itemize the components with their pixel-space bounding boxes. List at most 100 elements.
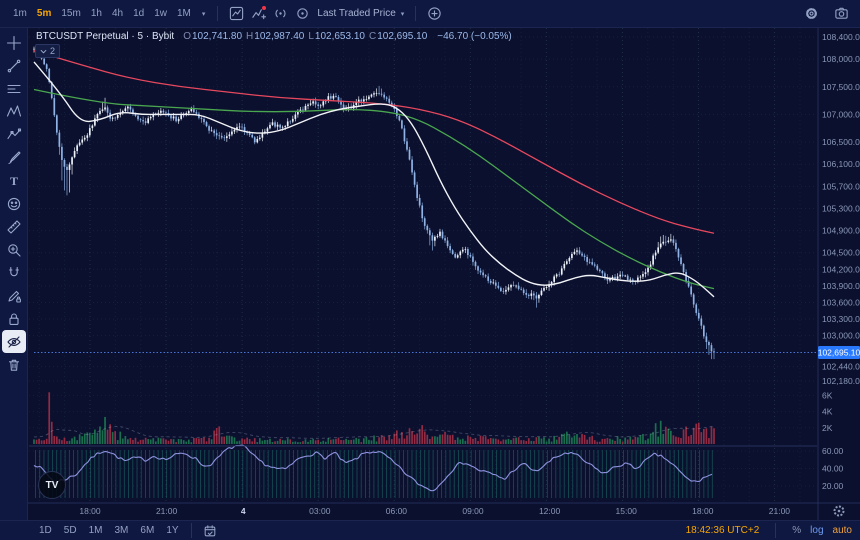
log-scale-toggle[interactable]: log [810, 525, 824, 536]
rsi-tick-label: 40.00 [822, 464, 844, 474]
timeframe-1h[interactable]: 1h [86, 6, 107, 21]
time-tick-label: 12:00 [539, 506, 561, 516]
timeframe-1m[interactable]: 1m [8, 6, 32, 21]
timeframe-group: 1m 5m 15m 1h 4h 1d 1w 1M [8, 6, 196, 21]
zoom-in-icon[interactable] [2, 238, 26, 261]
price-tick-label: 103,900.00 [822, 281, 860, 291]
time-axis[interactable] [28, 503, 859, 520]
collapsed-indicators-count: 2 [50, 46, 56, 56]
range-1M[interactable]: 1M [84, 524, 108, 537]
time-tick-label: 4 [241, 506, 246, 516]
ma-red-line [33, 50, 715, 234]
chevron-down-icon: ▾ [400, 10, 405, 18]
collapsed-indicators-chip[interactable]: 2 [35, 44, 61, 58]
price-source-dropdown[interactable]: Last Traded Price ▾ [313, 6, 408, 21]
toolbar-divider [775, 523, 777, 538]
timeframe-1d[interactable]: 1d [128, 6, 149, 21]
chart-style-icon[interactable] [226, 4, 246, 24]
timeframe-15m[interactable]: 15m [56, 6, 85, 21]
measure-icon[interactable] [2, 215, 26, 238]
drawing-pencil-lock-icon[interactable] [2, 284, 26, 307]
screenshot-camera-icon[interactable] [831, 4, 851, 24]
bottom-toolbar: 1D 5D 1M 3M 6M 1Y 18:42:36 UTC+2 % log auto [0, 520, 860, 540]
price-axis[interactable] [817, 28, 860, 503]
goto-date-calendar-icon[interactable] [200, 521, 220, 540]
crosshair-icon[interactable] [2, 31, 26, 54]
price-tick-label: 105,300.00 [822, 203, 860, 213]
time-axis-labels: 18:00 21:00 4 03:00 06:00 09:00 12:00 15:00 18:0… [79, 506, 790, 516]
toolbar-divider [415, 6, 417, 21]
notification-dot [262, 5, 267, 10]
symbol-title: BTCUSDT Perpetual · 5 · Bybit [36, 31, 175, 42]
drawing-toolbar: T [0, 28, 28, 520]
rsi-line [33, 444, 713, 492]
symbol-info-bar[interactable]: BTCUSDT Perpetual · 5 · Bybit O102,741.8… [36, 31, 512, 42]
projection-icon[interactable] [2, 123, 26, 146]
indicators-icon[interactable] [248, 4, 268, 24]
magnet-icon[interactable] [2, 261, 26, 284]
ohlc-label: L [308, 31, 314, 42]
range-5D[interactable]: 5D [59, 524, 82, 537]
volume-bars [33, 392, 715, 444]
price-source-label: Last Traded Price [317, 8, 396, 19]
price-tick-label: 104,200.00 [822, 264, 860, 274]
ohlc-label: H [246, 31, 254, 42]
range-6M[interactable]: 6M [135, 524, 159, 537]
auto-scale-toggle[interactable]: auto [832, 525, 852, 536]
axis-settings-gear-icon[interactable] [833, 505, 845, 517]
candles [33, 46, 715, 360]
time-tick-label: 21:00 [156, 506, 178, 516]
timeframe-1M[interactable]: 1M [172, 6, 196, 21]
price-tick-label: 108,400.00 [822, 32, 860, 42]
price-axis-labels: 108,400.00 108,000.00 107,500.00 107,000.00… [822, 32, 860, 491]
brush-icon[interactable] [2, 146, 26, 169]
rsi-comb [35, 450, 713, 498]
percent-scale-toggle[interactable]: % [792, 525, 802, 536]
time-tick-label: 15:00 [616, 506, 638, 516]
clock[interactable]: 18:42:36 UTC+2 [685, 525, 760, 536]
alerts-icon[interactable] [270, 4, 290, 24]
text-icon[interactable]: T [2, 169, 26, 192]
price-tick-label: 104,500.00 [822, 248, 860, 258]
last-price-label: 102,695.10 [818, 348, 860, 358]
scale-controls: 18:42:36 UTC+2 % log auto [686, 523, 852, 538]
range-3M[interactable]: 3M [110, 524, 134, 537]
ma-green-line [33, 88, 715, 290]
price-tick-label: 103,600.00 [822, 297, 860, 307]
svg-text:T: T [9, 174, 17, 188]
ma-white-line [33, 61, 715, 298]
emoji-icon[interactable] [2, 192, 26, 215]
date-range-group: 1D 5D 1M 3M 6M 1Y [34, 524, 184, 537]
price-tick-label: 103,000.00 [822, 331, 860, 341]
range-1Y[interactable]: 1Y [161, 524, 183, 537]
rsi-tick-label: 60.00 [822, 446, 844, 456]
trend-line-icon[interactable] [2, 54, 26, 77]
timeframe-4h[interactable]: 4h [107, 6, 128, 21]
compare-add-icon[interactable] [424, 4, 444, 24]
price-tick-label: 103,300.00 [822, 314, 860, 324]
range-1D[interactable]: 1D [34, 524, 57, 537]
hide-drawings-icon[interactable] [1, 330, 26, 353]
price-change: −46.70 (−0.05%) [437, 31, 512, 42]
remove-drawings-icon[interactable] [2, 353, 26, 376]
lock-all-icon[interactable] [2, 307, 26, 330]
ohlc-value: 102,695.10 [377, 31, 428, 42]
tradingview-logo[interactable]: TV [38, 471, 66, 499]
interval-dropdown-caret-icon[interactable]: ▾ [196, 6, 211, 21]
price-target-icon[interactable] [292, 4, 312, 24]
horizontal-lines-icon[interactable] [2, 77, 26, 100]
price-tick-label: 105,700.00 [822, 181, 860, 191]
settings-gear-icon[interactable] [801, 4, 821, 24]
toolbar-divider [190, 523, 192, 538]
timeframe-5m[interactable]: 5m [32, 6, 56, 21]
ohlc-value: 102,741.80 [191, 31, 243, 42]
xabcd-pattern-icon[interactable] [2, 100, 26, 123]
timeframe-1w[interactable]: 1w [149, 6, 172, 21]
ohlc-value: 102,653.10 [314, 31, 365, 42]
volume-tick-label: 4K [822, 407, 833, 417]
time-tick-label: 06:00 [386, 506, 408, 516]
time-tick-label: 03:00 [309, 506, 331, 516]
volume-tick-label: 6K [822, 390, 833, 400]
